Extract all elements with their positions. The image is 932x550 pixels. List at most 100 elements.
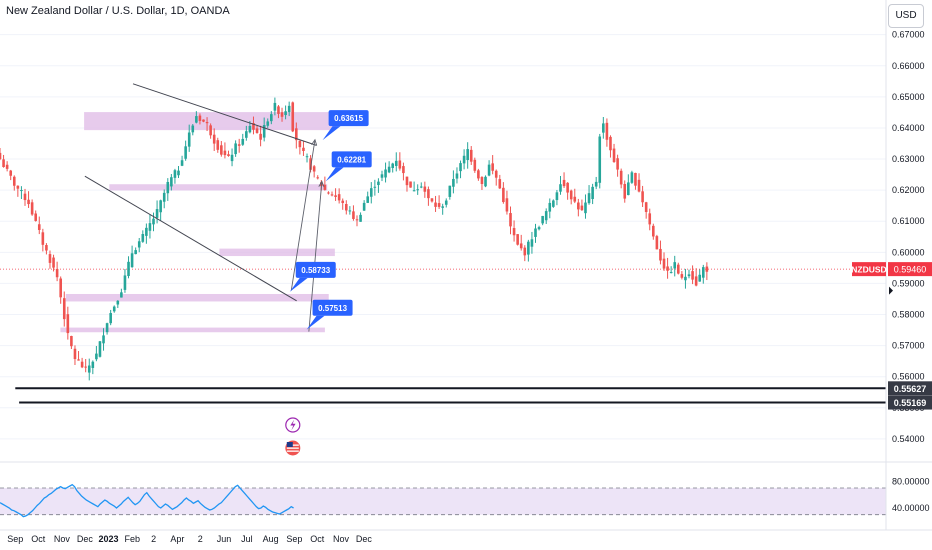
candle-body <box>427 189 430 199</box>
candle-body <box>109 313 112 324</box>
candle-body <box>644 202 648 212</box>
candle-body <box>327 192 330 194</box>
candle-body <box>387 166 391 173</box>
callout-label: 0.63615 <box>334 114 363 123</box>
price-axis-label: 0.65000 <box>892 92 925 102</box>
candle-body <box>602 123 605 133</box>
candle-body <box>444 200 448 205</box>
level-tag-label: 0.55627 <box>894 384 927 394</box>
candle-body <box>330 194 334 196</box>
price-callouts: 0.63615 0.62281 0.58733 0.57513 <box>289 110 372 330</box>
candle-body <box>70 335 73 347</box>
candle-body <box>252 123 255 130</box>
callout-box <box>328 110 369 127</box>
candle-body <box>20 190 23 192</box>
candle-body <box>502 187 505 203</box>
candle-body <box>552 200 555 207</box>
candle-body <box>623 183 627 199</box>
candle-body <box>494 170 498 178</box>
candle-body <box>298 140 302 148</box>
candle-body <box>309 158 312 170</box>
candle-body <box>80 361 84 368</box>
candle-body <box>334 195 337 197</box>
candle-body <box>187 132 191 147</box>
candle-body <box>362 202 366 211</box>
candle-body <box>419 186 423 188</box>
candle-body <box>116 300 120 305</box>
candle-body <box>305 156 309 158</box>
candle-body <box>84 366 87 368</box>
candle-body <box>155 209 159 218</box>
candle-body <box>262 125 266 138</box>
candle-body <box>230 154 234 162</box>
candle-body <box>484 176 487 187</box>
candle-body <box>477 170 480 179</box>
candle-body <box>195 116 198 123</box>
time-axis-label: Apr <box>170 534 184 544</box>
currency-button[interactable]: USD <box>888 4 924 28</box>
candle-body <box>295 128 298 141</box>
price-axis-label: 0.67000 <box>892 30 925 40</box>
candle-body <box>509 213 512 227</box>
candle-body <box>248 125 252 133</box>
candle-body <box>580 205 584 211</box>
candle-body <box>91 361 95 368</box>
candle-body <box>584 202 587 214</box>
price-axis-label: 0.66000 <box>892 61 925 71</box>
candle-body <box>459 163 462 172</box>
candle-body <box>341 200 345 204</box>
candle-body <box>137 241 141 248</box>
callout-pointer <box>325 167 344 182</box>
candle-body <box>287 105 291 113</box>
chart-title: New Zealand Dollar / U.S. Dollar, 1D, OA… <box>6 5 230 17</box>
candle-body <box>398 160 402 169</box>
price-axis-label: 0.54000 <box>892 434 925 444</box>
time-axis-label: Sep <box>7 534 23 544</box>
candle-body <box>430 198 434 202</box>
level-tag <box>888 395 932 410</box>
candle-body <box>209 125 212 136</box>
time-axis-label: Oct <box>310 534 325 544</box>
price-axis-label: 0.60000 <box>892 247 925 257</box>
candle-body <box>437 203 441 207</box>
level-tag-label: 0.55169 <box>894 398 927 408</box>
candle-body <box>127 261 130 276</box>
trend-lines <box>15 83 886 404</box>
candle-body <box>348 210 352 212</box>
candle-body <box>462 155 466 164</box>
candle-body <box>534 228 537 237</box>
callout-box <box>312 299 353 316</box>
time-axis-label: Aug <box>263 534 279 544</box>
projection-arrow <box>290 139 316 291</box>
candle-body <box>505 198 509 212</box>
candle-body <box>409 181 412 188</box>
candle-body <box>527 241 530 255</box>
candle-body <box>316 177 320 179</box>
candle-body <box>569 190 573 200</box>
candle-body <box>112 306 116 312</box>
candle-body <box>77 359 80 361</box>
candle-body <box>455 173 459 179</box>
candle-body <box>359 214 362 222</box>
candle-body <box>37 224 41 230</box>
time-axis-label: Nov <box>54 534 71 544</box>
candle-body <box>62 298 66 320</box>
candle-body <box>701 267 705 278</box>
candle-body <box>16 185 20 189</box>
candle-body <box>684 276 687 281</box>
rsi-panel: 80.00000 40.00000 <box>0 461 932 518</box>
candle-body <box>566 182 569 193</box>
candle-body <box>184 146 187 159</box>
candle-body <box>391 163 394 169</box>
candle-body <box>687 274 691 277</box>
level-tag <box>888 381 932 396</box>
candle-body <box>241 138 245 145</box>
candle-body <box>380 174 384 178</box>
candle-body <box>394 160 398 166</box>
grid <box>0 34 886 440</box>
candle-body <box>191 125 195 133</box>
candle-body <box>73 348 77 360</box>
candle-body <box>280 112 284 117</box>
rsi-line <box>0 483 294 518</box>
